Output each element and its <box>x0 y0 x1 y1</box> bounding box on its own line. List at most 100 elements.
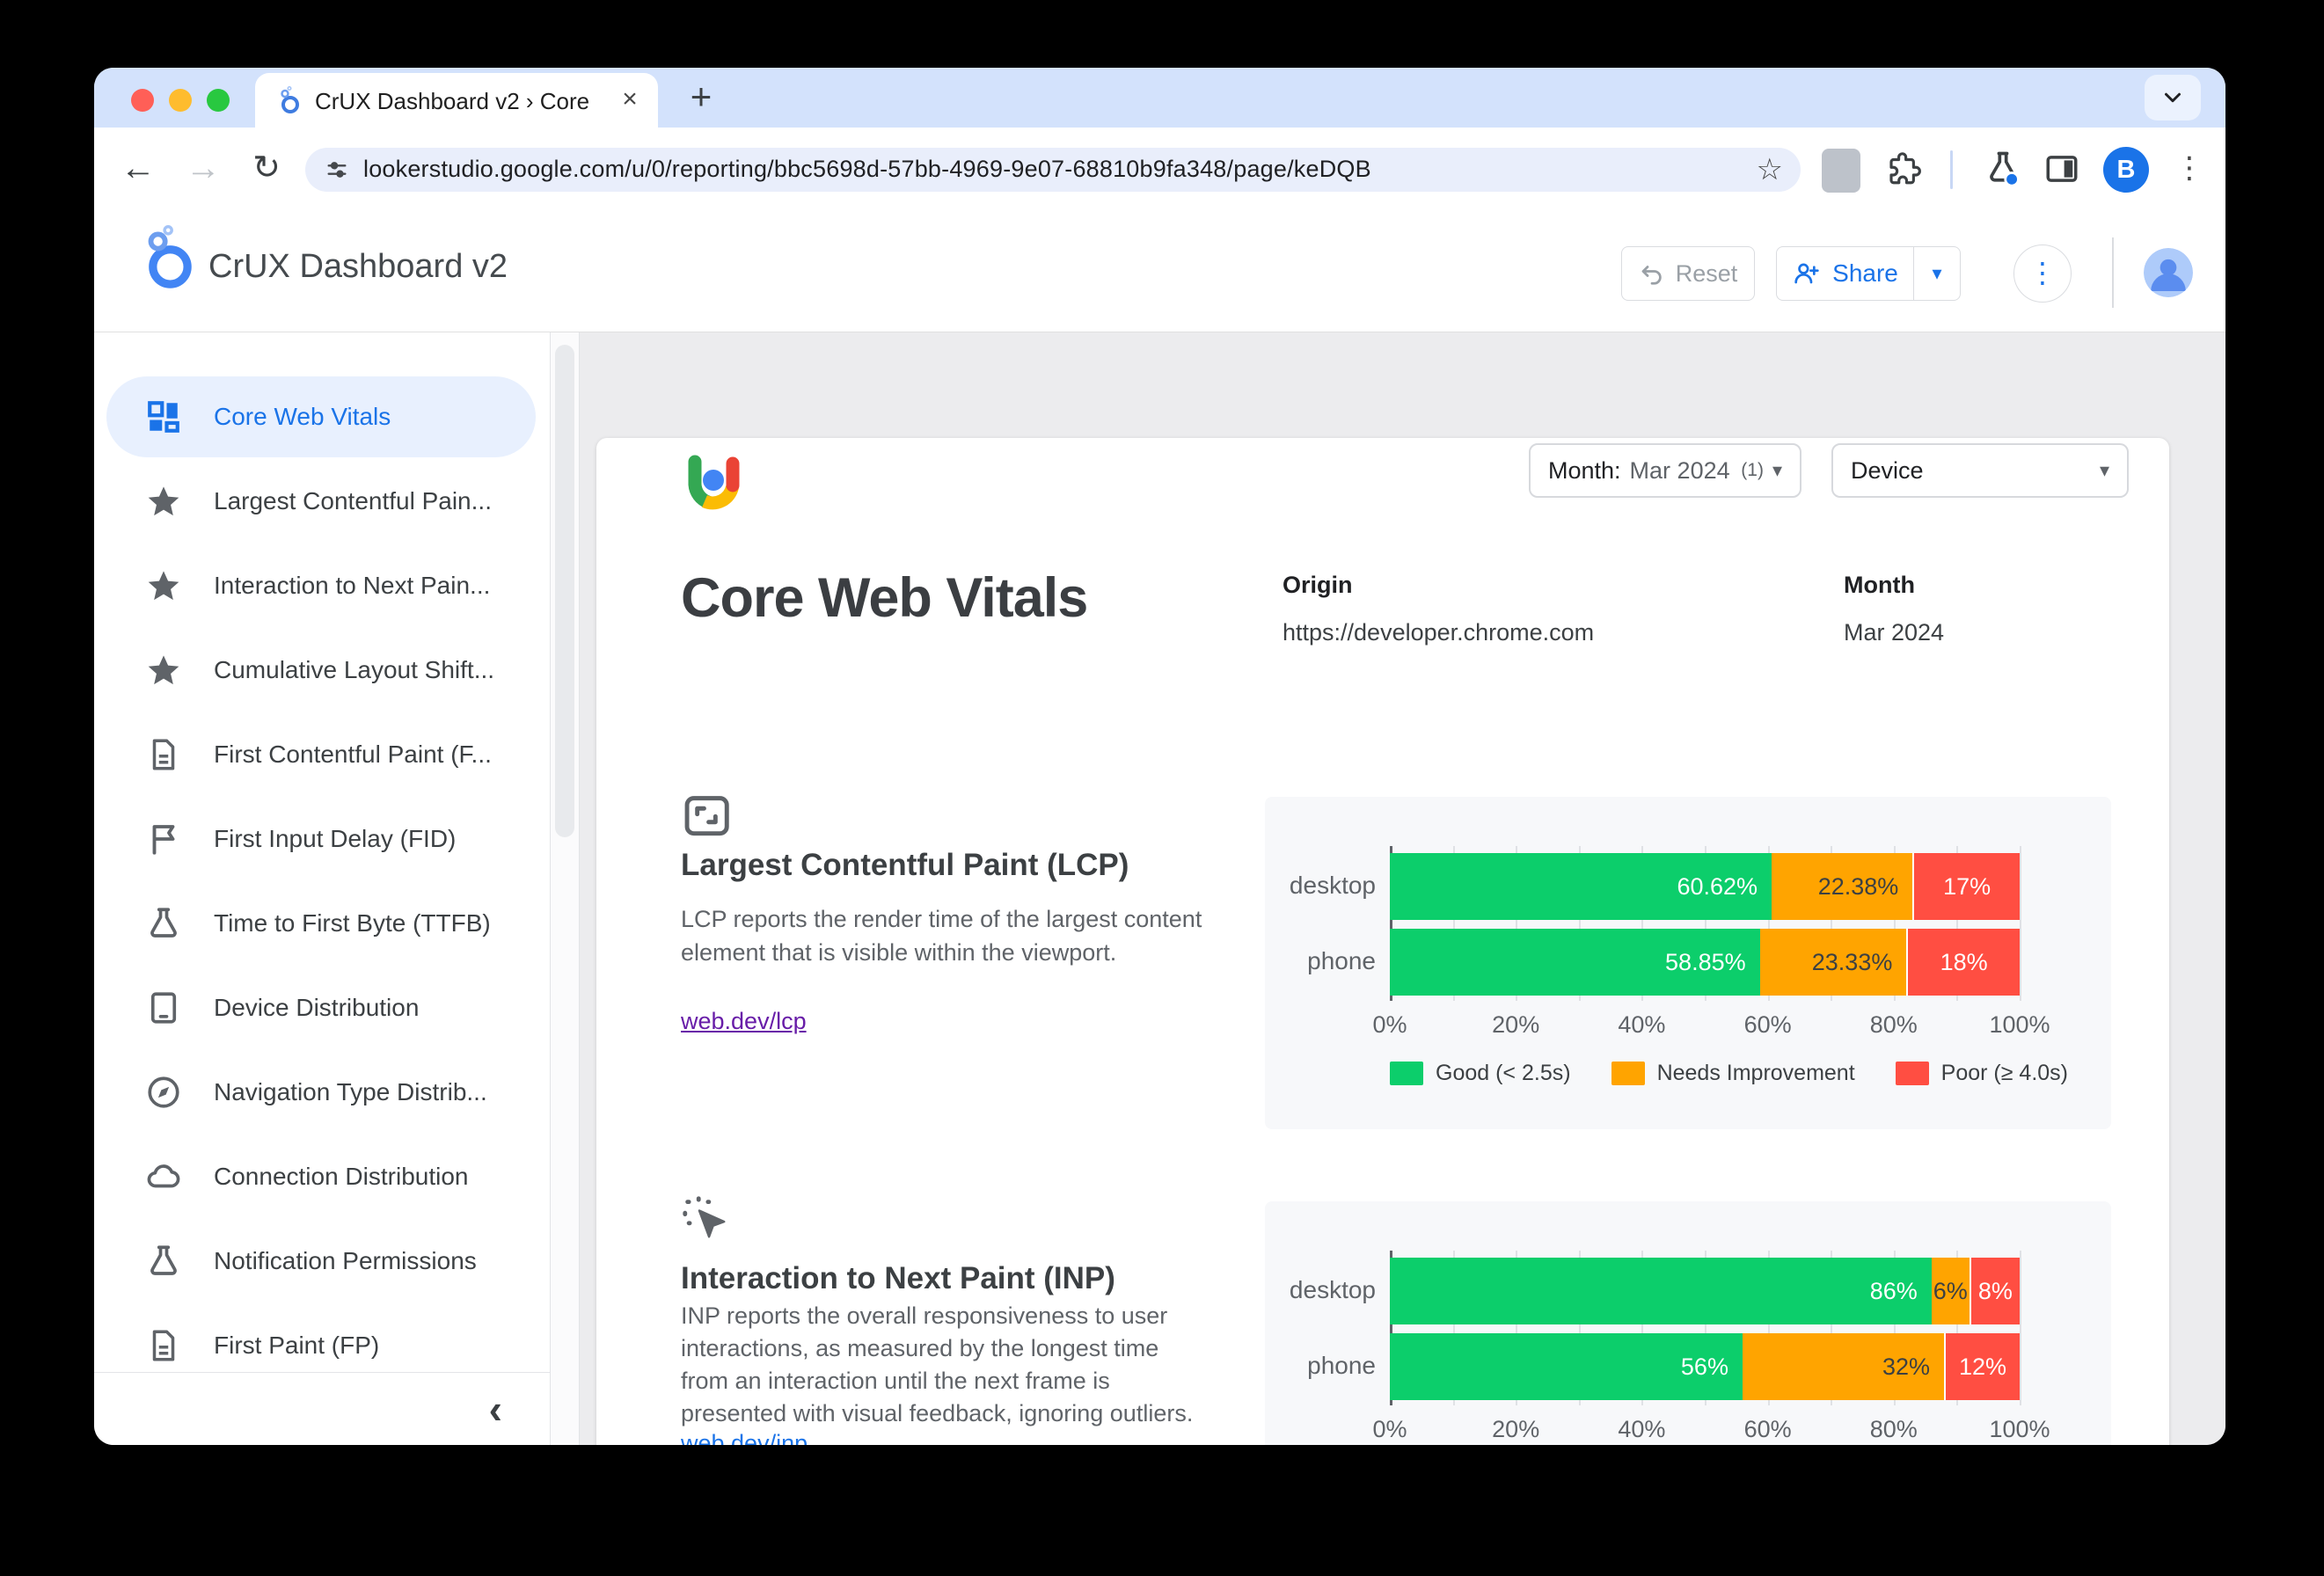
bar-segment-good-2-5s[interactable]: 86% <box>1390 1258 1932 1324</box>
bar-row-desktop[interactable]: 86% 6% 8% <box>1390 1258 2020 1324</box>
browser-menu-kebab-icon[interactable]: ⋮ <box>2174 151 2204 185</box>
sidebar-item-time-to-first-byte-ttfb[interactable]: Time to First Byte (TTFB) <box>94 881 550 966</box>
browser-tab[interactable]: CrUX Dashboard v2 › Core W × <box>255 73 658 128</box>
sidebar-item-navigation-type-distrib[interactable]: Navigation Type Distrib... <box>94 1050 550 1135</box>
sidebar-item-label: Notification Permissions <box>214 1247 477 1274</box>
inp-description: INP reports the overall responsiveness t… <box>681 1302 1194 1426</box>
month-filter-value: Mar 2024 <box>1629 456 1730 484</box>
crux-logo-icon <box>677 449 748 523</box>
star-icon <box>145 483 182 520</box>
pinned-extension-icon[interactable] <box>1822 149 1860 193</box>
macos-minimize-icon[interactable] <box>169 89 192 112</box>
sidebar-item-interaction-to-next-pain[interactable]: Interaction to Next Pain... <box>94 544 550 628</box>
extensions-puzzle-icon[interactable] <box>1885 150 1922 192</box>
bar-segment-good-2-5s[interactable]: 56% <box>1390 1333 1743 1400</box>
sidebar-item-connection-distribution[interactable]: Connection Distribution <box>94 1135 550 1219</box>
bar-row-phone[interactable]: 56% 32% 12% <box>1390 1333 2020 1400</box>
tab-search-button[interactable] <box>2145 75 2201 120</box>
legend-swatch <box>1611 1062 1645 1085</box>
sidebar-item-core-web-vitals[interactable]: Core Web Vitals <box>94 375 550 459</box>
sidebar-item-device-distribution[interactable]: Device Distribution <box>94 966 550 1050</box>
header-divider <box>2112 237 2114 308</box>
reload-icon[interactable]: ↻ <box>252 150 281 186</box>
x-tick-label: 80% <box>1869 1416 1918 1442</box>
share-main[interactable]: Share <box>1777 247 1914 300</box>
address-bar[interactable]: lookerstudio.google.com/u/0/reporting/bb… <box>305 148 1801 192</box>
macos-close-icon[interactable] <box>131 89 154 112</box>
bar-segment-poor-4-0s[interactable]: 18% <box>1906 929 2020 996</box>
x-tick-label: 20% <box>1492 1416 1540 1442</box>
x-tick-label: 0% <box>1372 1011 1407 1038</box>
forward-icon: → <box>186 149 221 187</box>
sidebar-item-label: First Contentful Paint (F... <box>214 741 492 768</box>
bar-segment-good-2-5s[interactable]: 60.62% <box>1390 853 1772 920</box>
sidebar-item-first-contentful-paint-f[interactable]: First Contentful Paint (F... <box>94 712 550 797</box>
lcp-link[interactable]: web.dev/lcp <box>681 1008 807 1034</box>
sidebar-item-first-paint-fp[interactable]: First Paint (FP) <box>94 1303 550 1372</box>
gridline <box>1452 846 1455 1001</box>
macos-zoom-icon[interactable] <box>207 89 230 112</box>
gridline <box>1516 846 1518 1001</box>
person-add-icon <box>1794 263 1819 284</box>
x-tick-label: 60% <box>1743 1011 1792 1038</box>
bar-row-desktop[interactable]: 60.62% 22.38% 17% <box>1390 853 2020 920</box>
gridline <box>1452 1251 1455 1405</box>
report-canvas: Month: Mar 2024 (1) ▾ Device ▾ Core Web … <box>580 332 2225 1445</box>
origin-label: Origin <box>1283 572 1353 598</box>
gridline <box>1578 1251 1581 1405</box>
month-filter-count: (1) <box>1741 460 1764 480</box>
bar-segment-poor-4-0s[interactable]: 8% <box>1969 1258 2020 1324</box>
sidebar-item-cumulative-layout-shift[interactable]: Cumulative Layout Shift... <box>94 628 550 712</box>
chevron-down-icon <box>2165 92 2181 103</box>
gridline <box>2020 1251 2021 1405</box>
compass-icon <box>145 1074 182 1111</box>
scrollbar-thumb[interactable] <box>555 345 574 837</box>
gridline <box>1767 846 1770 1001</box>
back-icon[interactable]: ← <box>121 149 156 187</box>
reset-button[interactable]: Reset <box>1621 246 1755 301</box>
sidebar-item-label: First Paint (FP) <box>214 1332 380 1359</box>
looker-studio-favicon-icon <box>274 86 303 114</box>
sidebar-collapse-icon[interactable]: ‹ <box>488 1386 502 1432</box>
share-dropdown-arrow[interactable]: ▾ <box>1932 262 1942 284</box>
sidebar-item-label: Largest Contentful Pain... <box>214 487 492 514</box>
bar-segment-needs-improvement[interactable]: 23.33% <box>1759 929 1907 996</box>
looker-studio-logo-icon <box>135 225 200 295</box>
bar-segment-needs-improvement[interactable]: 6% <box>1931 1258 1970 1324</box>
browser-profile-avatar[interactable]: B <box>2103 147 2149 193</box>
tab-close-icon[interactable]: × <box>622 84 638 113</box>
x-tick-label: 100% <box>1989 1416 2050 1442</box>
sidebar-item-first-input-delay-fid[interactable]: First Input Delay (FID) <box>94 797 550 881</box>
sidebar-item-notification-permissions[interactable]: Notification Permissions <box>94 1219 550 1303</box>
inp-link[interactable]: web.dev/inp <box>681 1430 808 1445</box>
bar-segment-needs-improvement[interactable]: 32% <box>1742 1333 1945 1400</box>
experiments-flask-icon[interactable] <box>1984 149 2022 192</box>
star-icon <box>145 567 182 604</box>
document-icon <box>145 1327 182 1364</box>
bar-segment-good-2-5s[interactable]: 58.85% <box>1390 929 1760 996</box>
tab-title: CrUX Dashboard v2 › Core W <box>315 88 595 114</box>
month-filter-dropdown[interactable]: Month: Mar 2024 (1) ▾ <box>1529 443 1801 498</box>
report-options-kebab-icon[interactable]: ⋮ <box>2013 244 2072 303</box>
legend-swatch <box>1895 1062 1929 1085</box>
sidebar-item-label: Core Web Vitals <box>214 403 391 430</box>
legend-item-poor-4-0s: Poor (≥ 4.0s) <box>1895 1061 2068 1086</box>
site-settings-icon[interactable] <box>325 157 349 186</box>
url-text[interactable]: lookerstudio.google.com/u/0/reporting/bb… <box>363 156 1371 182</box>
gridline <box>1641 1251 1644 1405</box>
user-avatar[interactable] <box>2144 248 2193 297</box>
device-filter-dropdown[interactable]: Device ▾ <box>1831 443 2129 498</box>
bar-segment-poor-4-0s[interactable]: 17% <box>1912 853 2020 920</box>
bar-segment-needs-improvement[interactable]: 22.38% <box>1772 853 1913 920</box>
sidebar-item-label: Navigation Type Distrib... <box>214 1078 487 1105</box>
gridline <box>1893 846 1896 1001</box>
category-label-phone: phone <box>1307 947 1376 974</box>
new-tab-button[interactable]: + <box>690 76 713 117</box>
sidebar-item-largest-contentful-pain[interactable]: Largest Contentful Pain... <box>94 459 550 544</box>
share-button[interactable]: Share ▾ <box>1776 246 1961 301</box>
bar-row-phone[interactable]: 58.85% 23.33% 18% <box>1390 929 2020 996</box>
bar-segment-poor-4-0s[interactable]: 12% <box>1944 1333 2020 1400</box>
report-scrollbar[interactable] <box>550 332 580 1445</box>
side-panel-icon[interactable] <box>2043 150 2080 192</box>
bookmark-star-icon[interactable]: ☆ <box>1756 153 1783 186</box>
